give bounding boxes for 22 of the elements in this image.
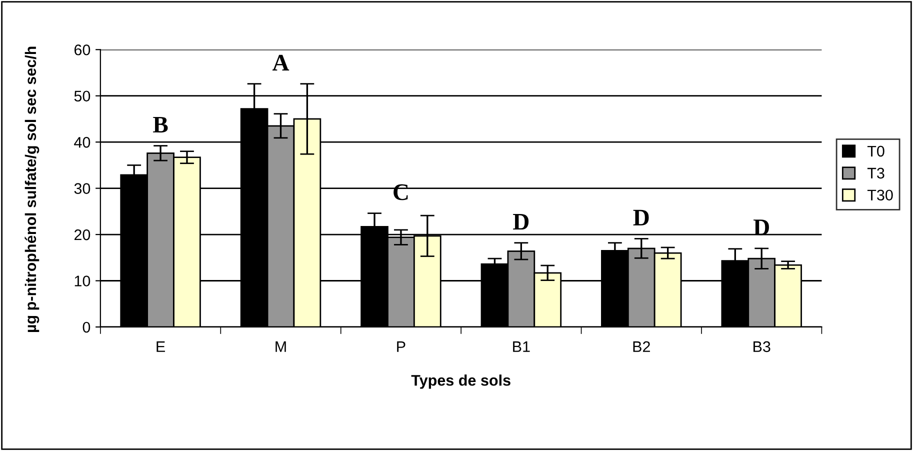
- annotation: D: [513, 214, 529, 230]
- annotation: A: [272, 54, 290, 70]
- y-tick-label: 20: [74, 229, 90, 240]
- legend-label: T30: [867, 190, 893, 201]
- y-tick-label: 40: [74, 136, 90, 148]
- y-tick-label: 50: [74, 90, 90, 102]
- y-tick-label: 30: [74, 183, 90, 194]
- x-tick-label: E: [156, 341, 165, 352]
- x-tick-label: B2: [633, 341, 650, 352]
- x-tick-label: B1: [513, 341, 530, 352]
- x-axis-title: Types de sols: [411, 374, 510, 389]
- x-tick-label: B3: [754, 341, 770, 352]
- legend-label: T0: [867, 146, 884, 157]
- y-tick-label: 0: [82, 322, 90, 333]
- y-axis-title: µg p-nitrophénol sulfate/g sol sec sec/h: [24, 46, 40, 332]
- x-tick-label: P: [397, 341, 406, 352]
- y-tick-label: 10: [74, 276, 90, 286]
- y-tick-label: 60: [74, 44, 90, 56]
- x-tick-label: M: [276, 341, 286, 352]
- annotation: B: [153, 116, 168, 132]
- annotation: D: [633, 210, 649, 226]
- legend-label: T3: [867, 168, 884, 179]
